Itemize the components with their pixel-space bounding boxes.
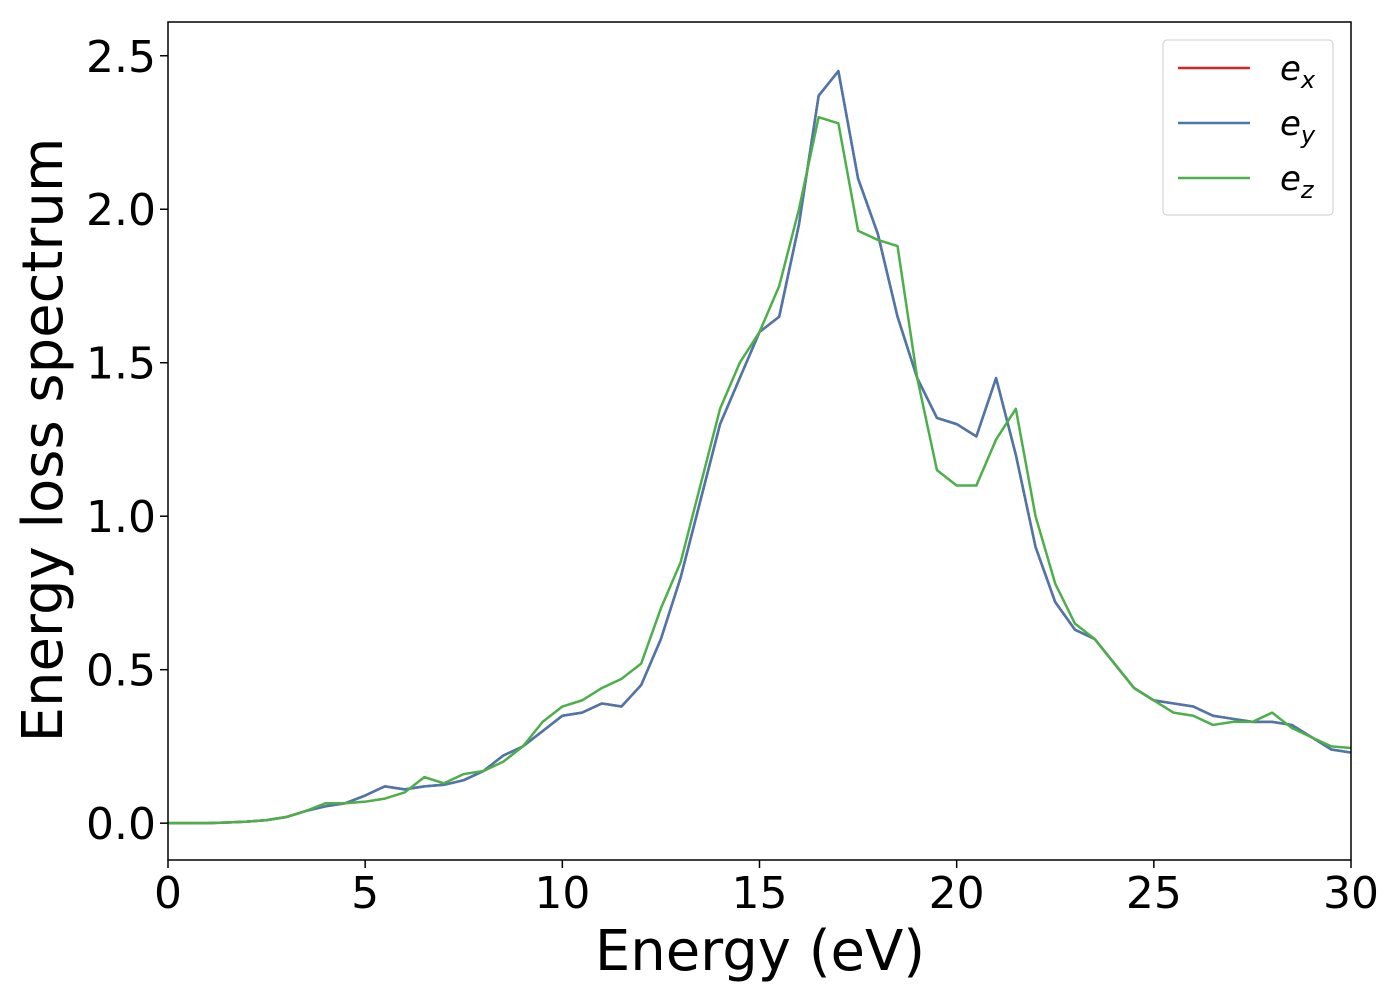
x-tick-label: 25: [1126, 868, 1182, 919]
y-tick-label: 0.5: [86, 646, 156, 697]
plot-frame: [167, 21, 1352, 861]
y-tick-label: 1.0: [86, 492, 156, 543]
series-line: [168, 115, 1352, 825]
x-tick-label: 20: [929, 868, 985, 919]
y-tick-label: 1.5: [86, 339, 156, 390]
x-tick-label: 0: [154, 868, 182, 919]
y-tick-label: 0.0: [86, 799, 156, 850]
x-tick-label: 5: [351, 868, 379, 919]
x-tick-label: 30: [1323, 868, 1379, 919]
x-tick-label: 10: [534, 868, 590, 919]
x-axis-label: Energy (eV): [595, 919, 925, 984]
y-axis-label: Energy loss spectrum: [11, 138, 76, 743]
x-tick-label: 15: [732, 868, 788, 919]
y-tick-label: 2.5: [86, 32, 156, 83]
y-tick-label: 2.0: [86, 185, 156, 236]
legend-box: [1162, 39, 1334, 216]
